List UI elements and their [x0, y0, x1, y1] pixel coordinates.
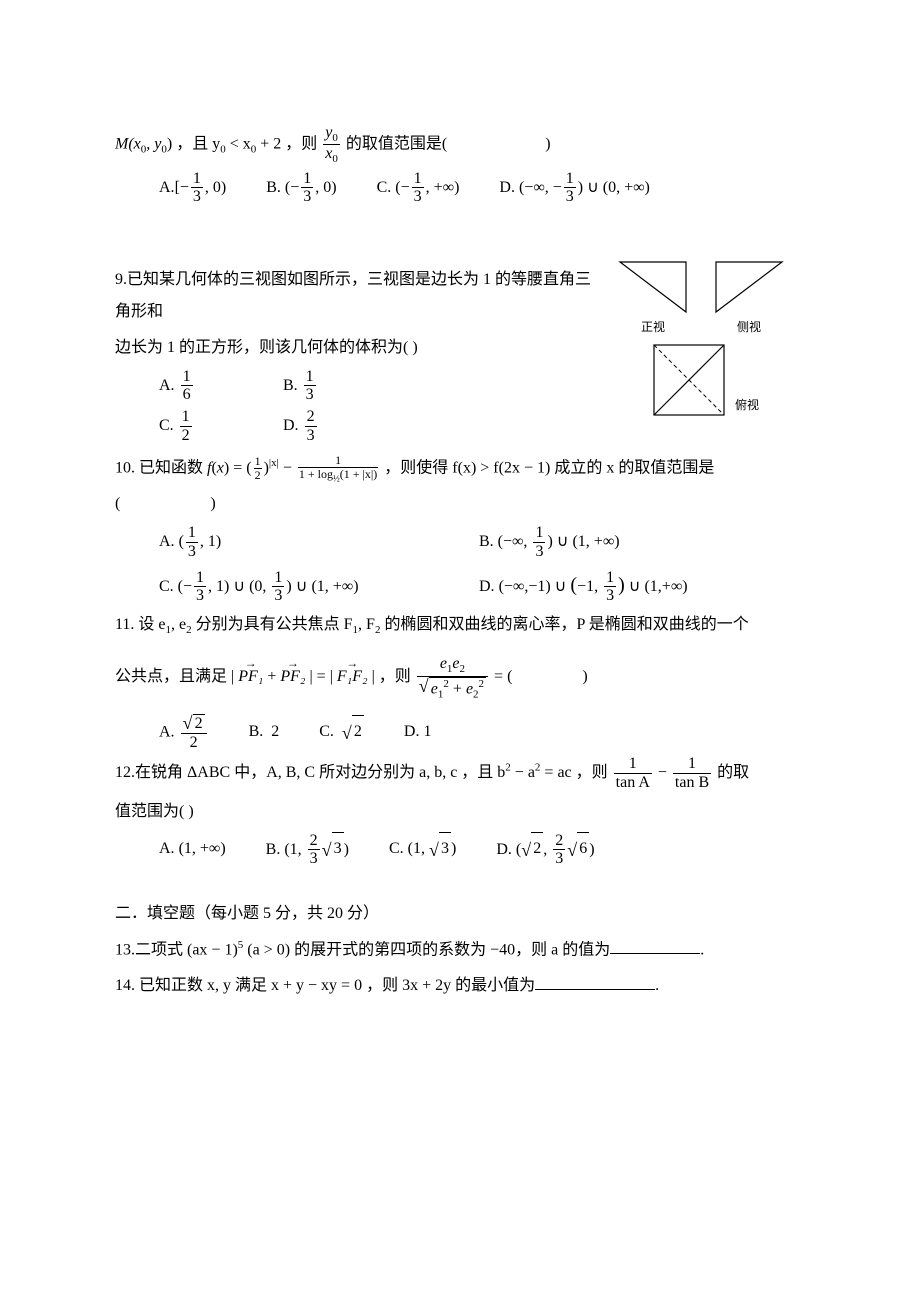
q9-opt-b: B. 13 [283, 368, 403, 404]
side-view-icon: 侧视 [714, 260, 784, 339]
q10-opt-d: D. (−∞,−1) ∪ (−1, 13) ∪ (1,+∞) [479, 565, 688, 605]
q11-stem1: 11. 设 e1, e2 分别为具有公共焦点 F1, F2 的椭圆和双曲线的离心… [115, 609, 820, 641]
q10-paren: () [115, 488, 820, 520]
q10-big-frac: 1 1 + log½(1 + |x|) [298, 454, 378, 484]
q8-opt-a: A.[−13, 0) [159, 170, 226, 206]
q9-figures: 正视 侧视 俯视 [610, 260, 820, 448]
q12-opt-c: C. (1, 3) [389, 832, 456, 865]
q11-stem2: 公共点，且满足 | PF₁ + PF₂ | = | F₁F₂ | ，则 e1e2… [115, 655, 820, 700]
q12-stem1: 12.在锐角 ΔABC 中，A, B, C 所对边分别为 a, b, c ，且 … [115, 755, 820, 791]
vector-pf2-icon: PF₂ [280, 661, 305, 693]
q10-options-row2: C. (−13, 1) ∪ (0, 13) ∪ (1, +∞) D. (−∞,−… [115, 565, 820, 605]
q11-opt-a: A. 22 [159, 714, 209, 751]
q10-stem: 10. 已知函数 f(x) = (12)|x| − 1 1 + log½(1 +… [115, 452, 820, 484]
q8-opt-b: B. (−13, 0) [266, 170, 336, 206]
q13: 13.二项式 (ax − 1)5 (a > 0) 的展开式的第四项的系数为 −4… [115, 934, 820, 966]
q10-opt-c: C. (−13, 1) ∪ (0, 13) ∪ (1, +∞) [159, 569, 439, 605]
q10-options-row1: A. (13, 1) B. (−∞, 13) ∪ (1, +∞) [115, 524, 820, 560]
q9-opt-c: C. 12 [159, 408, 279, 444]
q9-stem1: 9.已知某几何体的三视图如图所示，三视图是边长为 1 的等腰直角三角形和 [115, 264, 600, 328]
q8-stem-tail: M(x0, y0) ，且 y0 < x0 + 2 ，则 y0 x0 的取值范围是… [115, 124, 820, 166]
q8-M: M(x [115, 135, 141, 152]
q11-opt-c: C. 2 [319, 715, 364, 748]
q11-opt-d: D. 1 [404, 716, 432, 748]
q14-blank [535, 973, 655, 990]
front-view-icon: 正视 [618, 260, 688, 339]
q9-opt-a: A. 16 [159, 368, 279, 404]
q9-options-row1: A. 16 B. 13 [115, 368, 600, 404]
vector-pf1-icon: PF₁ [238, 661, 263, 693]
q12-opt-d: D. (2, 236) [496, 832, 594, 868]
q8-options: A.[−13, 0) B. (−13, 0) C. (−13, +∞) D. (… [115, 170, 820, 206]
q10-opt-b: B. (−∞, 13) ∪ (1, +∞) [479, 524, 620, 560]
q12-opt-a: A. (1, +∞) [159, 833, 226, 865]
q9-options-row2: C. 12 D. 23 [115, 408, 600, 444]
q8-opt-d: D. (−∞, −13) ∪ (0, +∞) [499, 170, 649, 206]
q8-frac: y0 x0 [323, 124, 340, 166]
top-view-icon [652, 343, 732, 418]
q13-blank [610, 937, 700, 954]
q12-stem2: 值范围为( ) [115, 796, 820, 828]
q12-options: A. (1, +∞) B. (1, 233) C. (1, 3) D. (2, … [115, 832, 820, 868]
section2-title: 二．填空题（每小题 5 分，共 20 分） [115, 898, 820, 930]
q8-opt-c: C. (−13, +∞) [377, 170, 460, 206]
q11-options: A. 22 B. 2 C. 2 D. 1 [115, 714, 820, 751]
q9-stem2: 边长为 1 的正方形，则该几何体的体积为( ) [115, 332, 600, 364]
q14: 14. 已知正数 x, y 满足 x + y − xy = 0 ，则 3x + … [115, 970, 820, 1002]
vector-f1f2-icon: F₁F₂ [337, 661, 368, 693]
q9-opt-d: D. 23 [283, 408, 403, 444]
q12-opt-b: B. (1, 233) [266, 832, 349, 868]
q9: 9.已知某几何体的三视图如图所示，三视图是边长为 1 的等腰直角三角形和 边长为… [115, 260, 820, 448]
q11-opt-b: B. 2 [249, 716, 280, 748]
page: M(x0, y0) ，且 y0 < x0 + 2 ，则 y0 x0 的取值范围是… [0, 0, 920, 1046]
q11-frac: e1e2 e12 + e22 [417, 655, 488, 700]
q10-opt-a: A. (13, 1) [159, 524, 439, 560]
